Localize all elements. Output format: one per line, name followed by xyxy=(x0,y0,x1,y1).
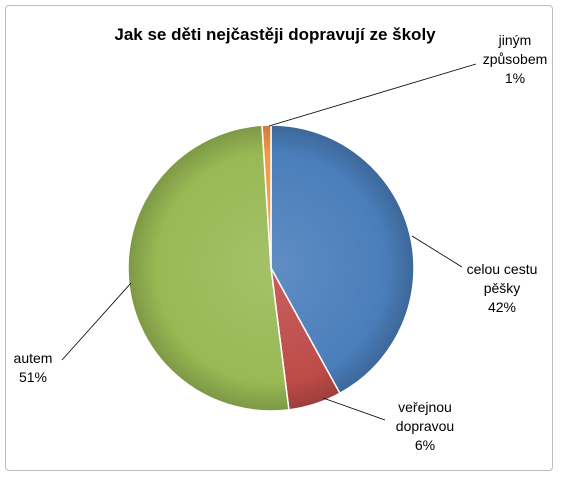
chart-title: Jak se děti nejčastěji dopravují ze škol… xyxy=(114,25,436,44)
slice-label-4: jiným způsobem 1% xyxy=(483,32,548,86)
leader-line-3 xyxy=(61,282,132,361)
pie-slice-3 xyxy=(127,124,290,412)
slice-label-1: celou cestu pěšky 42% xyxy=(467,261,538,315)
leader-lines xyxy=(61,63,477,421)
slice-label-2: veřejnou dopravou 6% xyxy=(396,399,454,453)
leader-line-4 xyxy=(268,63,477,127)
pie-slice-1 xyxy=(270,124,415,395)
leader-line-2 xyxy=(322,397,386,421)
slice-labels: celou cestu pěšky 42% veřejnou dopravou 6% aut… xyxy=(14,32,548,453)
slice-label-3: autem 51% xyxy=(14,350,53,385)
pie-slices xyxy=(127,124,415,412)
leader-line-1 xyxy=(411,235,463,268)
